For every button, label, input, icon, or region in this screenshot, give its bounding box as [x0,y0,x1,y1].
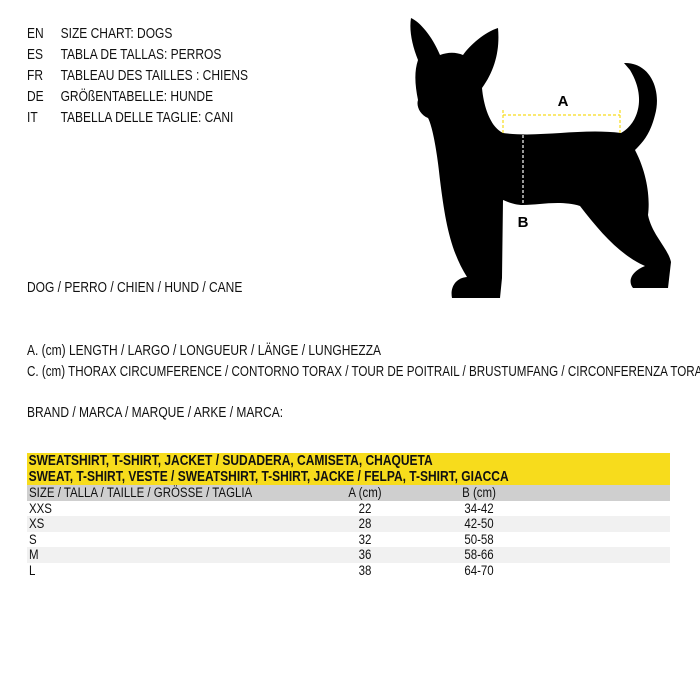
cell-a: 28 [358,516,372,531]
table-row: M 36 58-66 [27,547,670,563]
table-header-row: SIZE / TALLA / TAILLE / GRÖSSE / TAGLIA … [27,485,670,501]
cell-size: M [29,547,39,562]
cell-a: 22 [358,500,372,516]
cell-b: 58-66 [464,547,494,562]
cell-size: S [29,531,37,547]
cell-a: 38 [358,562,372,578]
title-text: TABLEAU DES TAILLES : CHIENS [60,67,248,84]
size-table: SWEATSHIRT, T-SHIRT, JACKET / SUDADERA, … [27,453,670,578]
lang-code: IT [27,109,38,126]
table-title-line-2: SWEAT, T-SHIRT, VESTE / SWEATSHIRT, T-SH… [28,468,509,485]
header-a: A (cm) [348,485,382,500]
table-row: S 32 50-58 [27,532,670,548]
animal-label: DOG / PERRO / CHIEN / HUND / CANE [27,279,243,296]
title-de: DE GRÖßENTABELLE: HUNDE [27,86,248,107]
label-b: B [518,214,529,231]
legend-a: A. (cm) LENGTH / LARGO / LONGUEUR / LÄNG… [27,342,382,359]
cell-b: 64-70 [464,562,494,578]
title-text: GRÖßENTABELLE: HUNDE [60,88,214,105]
title-fr: FR TABLEAU DES TAILLES : CHIENS [27,65,248,86]
title-es: ES TABLA DE TALLAS: PERROS [27,44,248,65]
table-title-line-1: SWEATSHIRT, T-SHIRT, JACKET / SUDADERA, … [28,452,433,469]
cell-size: XXS [29,500,52,516]
title-text: TABLA DE TALLAS: PERROS [60,46,222,63]
title-en: EN SIZE CHART: DOGS [27,23,248,44]
cell-size: XS [29,516,45,531]
header-b: B (cm) [462,485,496,500]
table-row: XS 28 42-50 [27,516,670,532]
title-block: EN SIZE CHART: DOGS ES TABLA DE TALLAS: PE… [27,23,248,128]
cell-b: 50-58 [464,531,494,547]
cell-a: 36 [358,547,372,562]
cell-a: 32 [358,531,372,547]
table-row: XXS 22 34-42 [27,501,670,517]
table-title: SWEATSHIRT, T-SHIRT, JACKET / SUDADERA, … [27,453,670,485]
table-row: L 38 64-70 [27,563,670,579]
legend-c: C. (cm) THORAX CIRCUMFERENCE / CONTORNO … [27,363,700,380]
dog-diagram: A B [410,18,671,298]
lang-code: EN [27,25,44,42]
title-it: IT TABELLA DELLE TAGLIE: CANI [27,107,248,128]
header-size: SIZE / TALLA / TAILLE / GRÖSSE / TAGLIA [29,485,253,500]
title-text: SIZE CHART: DOGS [60,25,173,42]
lang-code: FR [27,67,43,84]
cell-size: L [29,562,36,578]
label-a: A [558,93,569,110]
cell-b: 34-42 [464,500,494,516]
cell-b: 42-50 [464,516,494,531]
dog-silhouette [410,18,671,298]
lang-code: ES [27,46,44,63]
title-text: TABELLA DELLE TAGLIE: CANI [60,109,234,126]
lang-code: DE [27,88,44,105]
brand-label: BRAND / MARCA / MARQUE / ARKE / MARCA: [27,404,284,421]
